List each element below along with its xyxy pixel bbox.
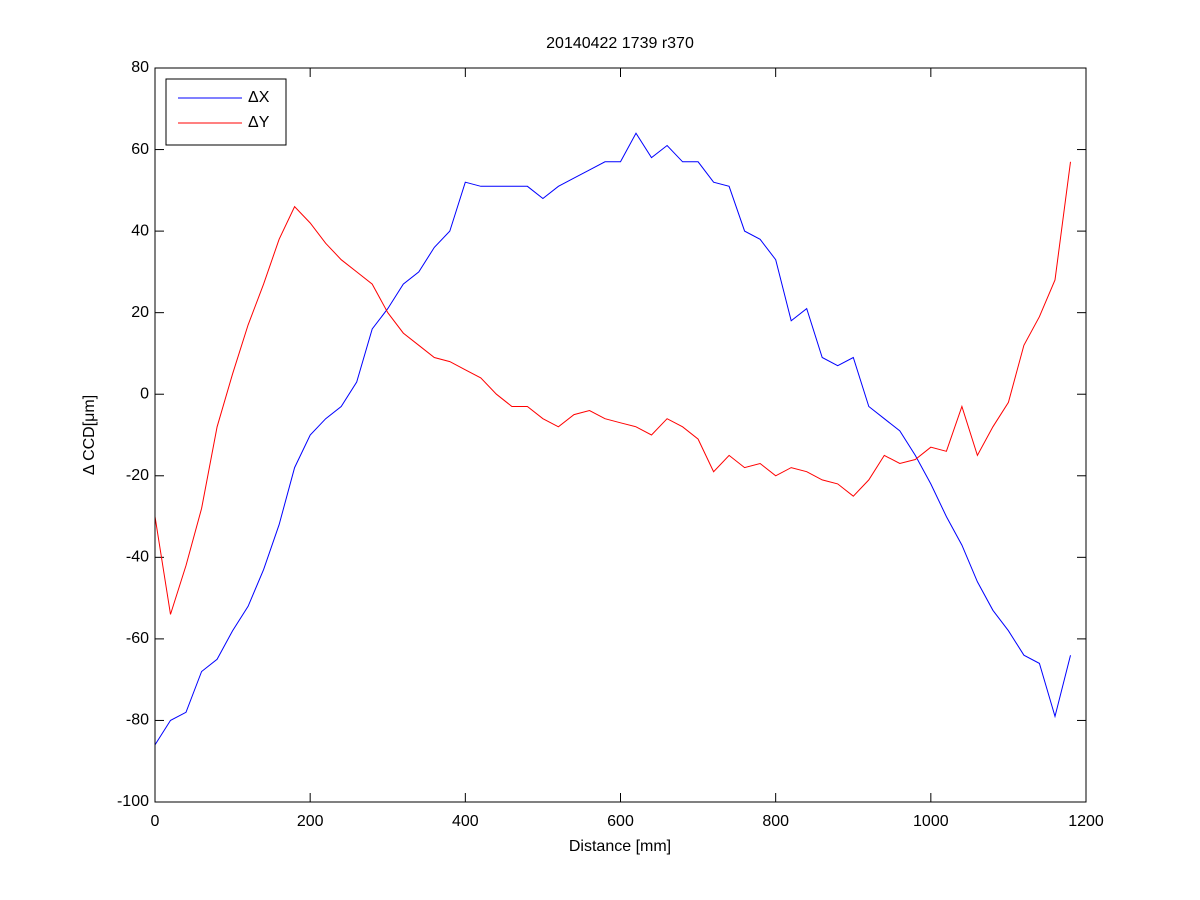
data-line	[154, 132, 1071, 746]
x-tick-label: 800	[762, 813, 789, 830]
plot-area	[155, 68, 1086, 802]
y-tick-label: -100	[117, 793, 149, 810]
y-tick-label: -40	[126, 549, 149, 566]
y-tick-label: 60	[131, 141, 149, 158]
x-tick-label: 1000	[913, 813, 949, 830]
axes-box	[154, 67, 1087, 803]
x-tick-label: 200	[297, 813, 324, 830]
legend-label: ΔY	[248, 114, 270, 131]
y-tick-label: -60	[126, 630, 149, 647]
data-line	[154, 161, 1071, 615]
x-tick-label: 600	[607, 813, 634, 830]
x-tick-label: 0	[151, 813, 160, 830]
y-tick-label: -80	[126, 712, 149, 729]
y-tick-label: -20	[126, 467, 149, 484]
legend-box	[165, 78, 287, 146]
y-axis-label: Δ CCD[μm]	[81, 395, 98, 475]
y-tick-label: 20	[131, 304, 149, 321]
chart-title: 20140422 1739 r370	[546, 35, 694, 52]
legend-label: ΔX	[248, 89, 270, 106]
y-tick-label: 40	[131, 222, 149, 239]
x-axis-label: Distance [mm]	[569, 838, 671, 855]
y-tick-label: 80	[131, 59, 149, 76]
x-tick-label: 1200	[1068, 813, 1104, 830]
x-tick-label: 400	[452, 813, 479, 830]
y-tick-label: 0	[140, 385, 149, 402]
